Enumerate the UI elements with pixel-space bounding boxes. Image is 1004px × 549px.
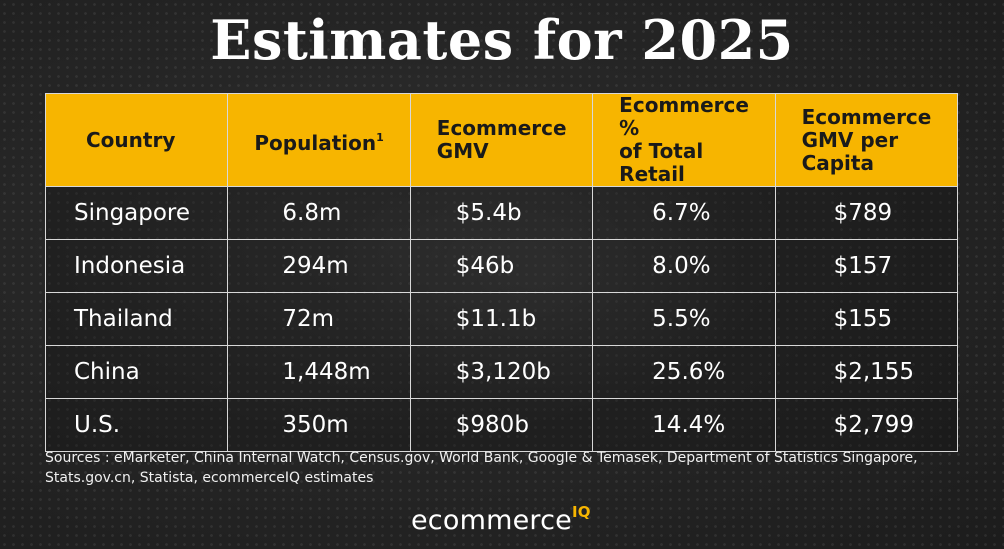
cell-gmv-per-capita: $2,155 [774,345,959,399]
cell-country: Indonesia [44,239,229,293]
sources-line: Sources : eMarketer, China Internal Watc… [45,450,918,466]
cell-population: 294m [227,239,411,293]
sources-note: Sources : eMarketer, China Internal Watc… [45,448,945,488]
table-row: China 1,448m $3,120b 25.6% $2,155 [44,345,959,399]
cell-gmv: $11.1b [409,292,594,346]
ecommerceiq-logo: ecommerceIQ [411,503,591,536]
cell-gmv: $46b [409,239,594,293]
cell-gmv-per-capita: $2,799 [774,398,959,452]
header-ecommerce-pct-retail: Ecommerce % of Total Retail [592,93,776,187]
table-header-row: Country Population1 Ecommerce GMV Ecommer… [44,93,959,187]
cell-gmv-per-capita: $789 [774,186,959,240]
logo-iq: IQ [571,503,591,521]
header-population: Population1 [227,93,411,187]
cell-pct-retail: 6.7% [592,186,776,240]
cell-gmv-per-capita: $155 [774,292,959,346]
cell-pct-retail: 5.5% [592,292,776,346]
table-row: Indonesia 294m $46b 8.0% $157 [44,239,959,293]
cell-gmv: $3,120b [409,345,594,399]
table-row: Singapore 6.8m $5.4b 6.7% $789 [44,186,959,240]
cell-population: 350m [227,398,411,452]
footnote-marker: 1 [376,130,384,144]
cell-country: U.S. [44,398,229,452]
cell-population: 1,448m [227,345,411,399]
cell-pct-retail: 8.0% [592,239,776,293]
cell-gmv-per-capita: $157 [774,239,959,293]
header-country: Country [44,93,229,187]
table-row: Thailand 72m $11.1b 5.5% $155 [44,292,959,346]
table-row: U.S. 350m $980b 14.4% $2,799 [44,398,959,452]
logo-wordmark: ecommerce [411,505,572,536]
cell-country: Thailand [44,292,229,346]
cell-country: Singapore [44,186,229,240]
page-title: Estimates for 2025 [210,8,794,72]
cell-gmv: $980b [409,398,594,452]
cell-population: 6.8m [227,186,411,240]
sources-line: Stats.gov.cn, Statista, ecommerceIQ esti… [45,470,374,486]
cell-pct-retail: 25.6% [592,345,776,399]
estimates-table: Country Population1 Ecommerce GMV Ecommer… [44,93,959,452]
cell-population: 72m [227,292,411,346]
header-gmv-per-capita: Ecommerce GMV per Capita [774,93,959,187]
cell-country: China [44,345,229,399]
cell-gmv: $5.4b [409,186,594,240]
header-ecommerce-gmv: Ecommerce GMV [409,93,594,187]
cell-pct-retail: 14.4% [592,398,776,452]
